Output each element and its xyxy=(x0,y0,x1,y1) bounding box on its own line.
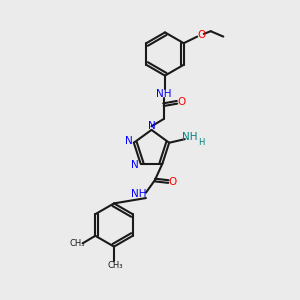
Text: O: O xyxy=(197,30,205,40)
Text: O: O xyxy=(169,176,177,187)
Text: CH₃: CH₃ xyxy=(108,261,123,270)
Text: CH₃: CH₃ xyxy=(70,239,85,248)
Text: N: N xyxy=(148,121,156,131)
Text: H: H xyxy=(198,138,204,147)
Text: O: O xyxy=(177,97,186,107)
Text: NH: NH xyxy=(156,88,171,99)
Text: N: N xyxy=(131,160,139,170)
Text: NH: NH xyxy=(131,189,146,199)
Text: NH: NH xyxy=(182,132,198,142)
Text: N: N xyxy=(124,136,132,146)
